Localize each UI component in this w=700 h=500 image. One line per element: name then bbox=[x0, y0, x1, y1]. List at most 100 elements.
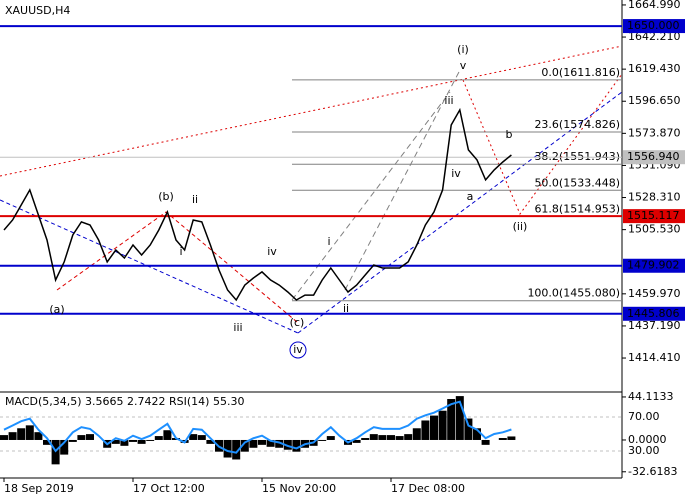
wave-label: ii bbox=[192, 193, 198, 206]
macd-bar bbox=[430, 415, 438, 440]
y-tick-label: 1459.970 bbox=[628, 287, 681, 300]
level-label: 1650.000 bbox=[627, 19, 680, 32]
macd-bar bbox=[369, 434, 378, 440]
level-label-box bbox=[623, 19, 685, 34]
fib-label: 0.0(1611.816) bbox=[541, 66, 620, 79]
macd-bar bbox=[326, 436, 335, 440]
macd-bar bbox=[404, 434, 413, 440]
macd-bar bbox=[60, 439, 69, 455]
wave-label: (b) bbox=[158, 190, 174, 203]
wave-label: iii bbox=[444, 94, 453, 107]
level-label-box bbox=[623, 306, 685, 321]
macd-bar bbox=[77, 435, 86, 440]
macd-bar bbox=[120, 439, 129, 446]
wave-label: v bbox=[460, 59, 467, 72]
y-tick-label: 1528.310 bbox=[628, 191, 681, 204]
y-tick-label: 1414.410 bbox=[628, 351, 681, 364]
macd-bar bbox=[412, 428, 421, 440]
macd-bar bbox=[258, 439, 266, 445]
macd-bar bbox=[8, 432, 17, 440]
macd-bar bbox=[68, 439, 77, 442]
macd-bar bbox=[146, 439, 155, 441]
wave-label: iv bbox=[451, 167, 461, 180]
macd-bar bbox=[249, 439, 258, 448]
y-tick-label: 1505.530 bbox=[628, 223, 681, 236]
wave-label: iv bbox=[267, 245, 277, 258]
macd-bar bbox=[473, 428, 481, 440]
macd-bar bbox=[232, 439, 241, 460]
fib-label: 100.0(1455.080) bbox=[527, 287, 620, 300]
macd-bar bbox=[266, 439, 275, 447]
macd-bar bbox=[318, 439, 327, 441]
macd-bar bbox=[25, 425, 34, 440]
macd-bar bbox=[34, 432, 43, 440]
wave-label: ii bbox=[343, 302, 349, 315]
macd-bar bbox=[154, 436, 163, 440]
macd-bar bbox=[395, 436, 404, 440]
macd-bar bbox=[206, 439, 215, 444]
fib-label: 23.6(1574.826) bbox=[534, 118, 620, 131]
level-label: 1479.902 bbox=[627, 259, 680, 272]
macd-bar bbox=[111, 439, 120, 444]
macd-bar bbox=[0, 435, 8, 440]
x-tick-label: 18 Sep 2019 bbox=[4, 482, 74, 495]
macd-bar bbox=[498, 438, 507, 440]
channel-line bbox=[344, 69, 461, 291]
macd-bar bbox=[129, 439, 137, 442]
current-price-label: 1556.940 bbox=[627, 150, 680, 163]
y-tick-label: 0.0000 bbox=[628, 433, 667, 446]
macd-bar bbox=[421, 420, 430, 440]
fib-label: 61.8(1514.953) bbox=[534, 202, 620, 215]
macd-bar bbox=[240, 439, 249, 452]
indicator-title: MACD(5,34,5) 3.5665 2.7422 RSI(14) 55.30 bbox=[5, 395, 244, 408]
wave-label: i bbox=[179, 245, 182, 258]
y-tick-label: 1437.190 bbox=[628, 319, 681, 332]
y-tick-label: 1596.650 bbox=[628, 94, 681, 107]
wave-label: (i) bbox=[457, 43, 469, 56]
y-tick-label: 1619.430 bbox=[628, 62, 681, 75]
macd-bar bbox=[189, 434, 198, 440]
wave-label: (a) bbox=[49, 303, 64, 316]
chart-title: XAUUSD,H4 bbox=[5, 4, 70, 17]
y2-tick-label: 70.00 bbox=[628, 410, 660, 423]
wave-label: i bbox=[327, 235, 330, 248]
wave-label: (c) bbox=[290, 316, 305, 329]
macd-bar bbox=[447, 399, 456, 440]
macd-bar bbox=[137, 439, 146, 444]
y-tick-label: 44.1133 bbox=[628, 390, 674, 403]
wave-path bbox=[462, 73, 623, 216]
macd-bar bbox=[43, 439, 51, 445]
current-price-box bbox=[623, 150, 685, 165]
macd-bar bbox=[361, 438, 370, 440]
level-label: 1445.806 bbox=[627, 307, 680, 320]
y-tick-label: 1573.870 bbox=[628, 126, 681, 139]
macd-bar bbox=[352, 439, 361, 443]
macd-bar bbox=[481, 439, 490, 445]
macd-bar bbox=[387, 435, 395, 440]
y-tick-label: 1642.210 bbox=[628, 30, 681, 43]
y2-tick-label: 30.00 bbox=[628, 444, 660, 457]
wave-label: (ii) bbox=[513, 220, 528, 233]
macd-bar bbox=[292, 439, 301, 452]
wave-label: iv bbox=[293, 343, 303, 356]
macd-bar bbox=[275, 439, 284, 448]
macd-bar bbox=[455, 396, 464, 440]
fib-label: 50.0(1533.448) bbox=[534, 176, 620, 189]
wave-label: a bbox=[467, 190, 474, 203]
macd-bar bbox=[507, 436, 516, 440]
wave-circle bbox=[289, 341, 307, 359]
wave-label: iii bbox=[233, 321, 242, 334]
macd-bar bbox=[163, 430, 172, 440]
x-tick-label: 15 Nov 20:00 bbox=[262, 482, 336, 495]
macd-bar bbox=[378, 435, 387, 440]
macd-bar bbox=[197, 435, 206, 440]
y-tick-label: -32.6183 bbox=[628, 465, 677, 478]
x-tick-label: 17 Dec 08:00 bbox=[391, 482, 465, 495]
level-label-box bbox=[623, 209, 685, 224]
price-line bbox=[3, 107, 512, 302]
wave-path bbox=[56, 211, 298, 323]
x-tick-label: 17 Oct 12:00 bbox=[133, 482, 205, 495]
y-tick-label: 1664.990 bbox=[628, 0, 681, 11]
macd-bar bbox=[17, 428, 26, 440]
